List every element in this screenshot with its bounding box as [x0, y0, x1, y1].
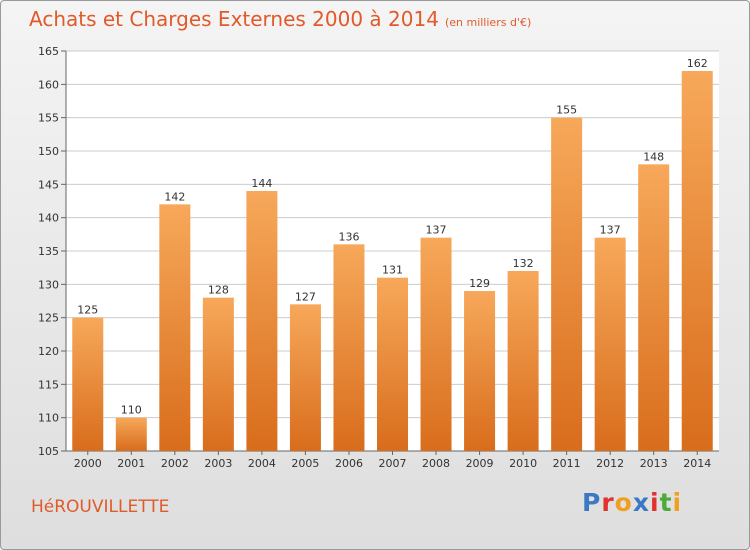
x-tick-label: 2012: [596, 457, 624, 470]
chart-unit: (en milliers d'€): [444, 16, 532, 29]
bar: [246, 191, 278, 451]
bar: [159, 204, 191, 451]
x-tick-label: 2004: [248, 457, 276, 470]
bar: [72, 317, 104, 451]
data-label: 144: [251, 177, 272, 190]
bar: [507, 271, 539, 451]
y-tick-label: 125: [38, 312, 59, 325]
data-label: 131: [382, 264, 403, 277]
y-tick-label: 115: [38, 378, 59, 391]
chart-title-text: Achats et Charges Externes 2000 à 2014: [29, 7, 439, 31]
logo-letter: r: [601, 488, 615, 517]
y-tick-label: 165: [38, 45, 59, 58]
y-tick-label: 140: [38, 212, 59, 225]
x-tick-label: 2003: [204, 457, 232, 470]
bar: [333, 244, 365, 451]
y-tick-label: 155: [38, 112, 59, 125]
y-tick-label: 160: [38, 78, 59, 91]
logo-letter: i: [650, 488, 660, 517]
x-tick-label: 2011: [553, 457, 581, 470]
bar: [289, 304, 321, 451]
bar: [115, 417, 147, 451]
y-tick-label: 145: [38, 178, 59, 191]
bar: [681, 71, 713, 451]
y-tick-label: 105: [38, 445, 59, 458]
data-label: 127: [295, 290, 316, 303]
logo-letter: t: [659, 488, 673, 517]
logo-letter: o: [614, 488, 633, 517]
y-tick-label: 150: [38, 145, 59, 158]
data-label: 155: [556, 104, 577, 117]
data-label: 128: [208, 284, 229, 297]
proxiti-logo: Proxiti: [582, 488, 682, 517]
data-label: 142: [164, 190, 185, 203]
bar: [377, 277, 408, 451]
bar: [464, 291, 496, 451]
y-tick-label: 130: [38, 278, 59, 291]
data-label: 137: [426, 224, 447, 237]
commune-name: HéROUVILLETTE: [31, 497, 170, 517]
data-label: 129: [469, 277, 490, 290]
data-label: 162: [687, 57, 708, 70]
y-tick-label: 120: [38, 345, 59, 358]
bar: [551, 117, 583, 452]
x-tick-label: 2007: [379, 457, 407, 470]
data-label: 125: [77, 304, 98, 317]
x-tick-label: 2009: [466, 457, 494, 470]
data-label: 132: [513, 257, 534, 270]
data-label: 148: [643, 150, 664, 163]
x-tick-label: 2005: [291, 457, 319, 470]
bar: [420, 237, 452, 451]
bar: [638, 164, 670, 452]
x-tick-label: 2013: [640, 457, 668, 470]
x-tick-label: 2014: [683, 457, 711, 470]
x-tick-label: 2001: [117, 457, 145, 470]
data-label: 137: [600, 224, 621, 237]
x-tick-label: 2006: [335, 457, 363, 470]
chart-title: Achats et Charges Externes 2000 à 2014 (e…: [29, 7, 531, 31]
y-tick-label: 135: [38, 245, 59, 258]
logo-letter: P: [582, 488, 602, 517]
x-tick-label: 2008: [422, 457, 450, 470]
bar: [594, 237, 626, 451]
data-label: 110: [121, 404, 142, 417]
bar: [202, 297, 234, 451]
logo-letter: x: [632, 488, 650, 517]
y-tick-label: 110: [38, 412, 59, 425]
logo-letter: i: [672, 488, 683, 517]
x-tick-label: 2000: [74, 457, 102, 470]
x-tick-label: 2010: [509, 457, 537, 470]
x-tick-label: 2002: [161, 457, 189, 470]
data-label: 136: [338, 230, 359, 243]
